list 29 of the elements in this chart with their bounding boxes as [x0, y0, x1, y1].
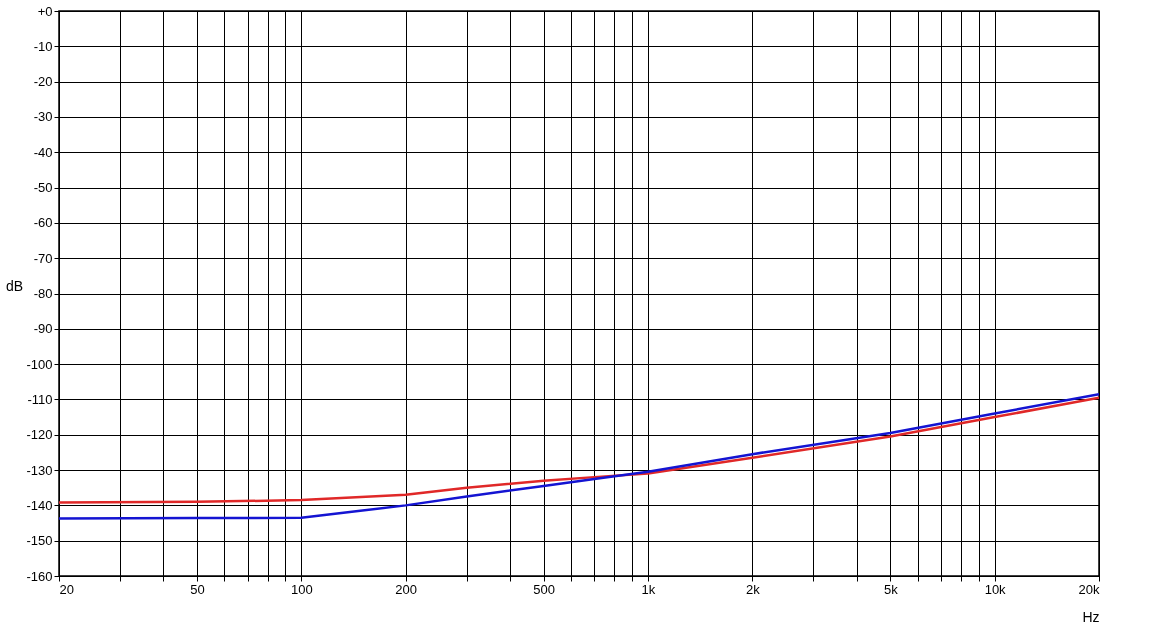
x-tick-label: 200 — [395, 581, 418, 597]
y-tick-label: -20 — [33, 74, 53, 90]
x-tick-label: 100 — [290, 581, 313, 597]
y-tick-label: -140 — [26, 497, 53, 513]
y-tick-label: -30 — [33, 109, 53, 125]
y-tick-label: -120 — [26, 427, 53, 443]
x-tick-label: 2k — [745, 581, 761, 597]
x-tick-label: 10k — [984, 581, 1007, 597]
y-tick-label: -110 — [27, 391, 53, 407]
y-axis-title: dB — [5, 278, 24, 294]
y-tick-label: -40 — [33, 144, 53, 160]
x-axis-title: Hz — [1082, 608, 1100, 625]
y-tick-label: -160 — [26, 568, 53, 584]
y-tick-label: -50 — [33, 180, 53, 196]
y-tick-label: -60 — [33, 215, 53, 231]
x-tick-label: 1k — [641, 581, 656, 597]
x-tick-label: 20k — [1078, 581, 1100, 597]
x-tick-label: 20 — [59, 581, 74, 597]
y-tick-label: -10 — [33, 38, 53, 54]
y-tick-label: -80 — [33, 286, 53, 301]
y-tick-label: -100 — [26, 356, 53, 372]
x-tick-label: 500 — [533, 581, 555, 597]
x-tick-label: 5k — [883, 581, 899, 597]
y-tick-label: -150 — [26, 533, 53, 549]
x-tick-label: 50 — [190, 581, 205, 597]
y-tick-label: -90 — [33, 321, 53, 337]
y-tick-label: -130 — [26, 462, 53, 478]
y-tick-label: +0 — [37, 3, 53, 19]
y-tick-label: -70 — [33, 250, 53, 266]
